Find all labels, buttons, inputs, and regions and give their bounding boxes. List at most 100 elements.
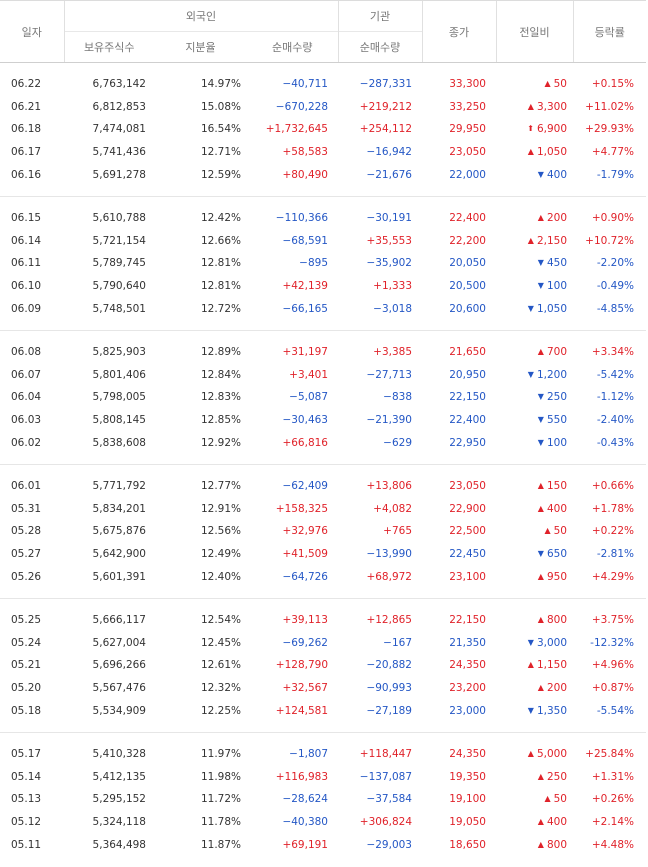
ratio-cell: 14.97% (200, 78, 241, 91)
close-price-cell: 19,050 (449, 815, 486, 828)
institution-net-cell: +13,806 (366, 480, 412, 493)
holdings-cell: 5,789,745 (92, 257, 146, 270)
change-cell: ▲ 200 (496, 207, 573, 230)
institution-net-cell: −27,713 (366, 368, 412, 381)
institution-net-cell: −16,942 (366, 146, 412, 159)
close-price-cell: 23,050 (449, 480, 486, 493)
change-cell: ▼ 650 (496, 543, 573, 566)
ratio-cell: 11.87% (200, 838, 241, 851)
institution-net-cell: −20,882 (366, 659, 412, 672)
table-row: 05.17 5,410,328 11.97% −1,807 +118,447 24,350… (0, 743, 646, 766)
group-spacer (0, 465, 646, 475)
date-cell: 06.18 (11, 123, 42, 136)
foreign-net-cell: −30,463 (282, 414, 328, 427)
date-cell: 05.13 (11, 793, 42, 806)
date-cell: 06.03 (11, 414, 42, 427)
close-price-cell: 22,000 (449, 168, 486, 181)
date-cell: 06.01 (11, 480, 42, 493)
foreign-net-cell: +39,113 (282, 614, 328, 627)
close-price-cell: 22,150 (449, 614, 486, 627)
ratio-cell: 11.97% (200, 748, 241, 761)
date-cell: 06.02 (11, 436, 42, 449)
change-value: 5,000 (536, 748, 567, 761)
date-cell: 06.07 (11, 368, 42, 381)
ratio-cell: 12.49% (200, 547, 241, 560)
change-cell: ▲ 700 (496, 341, 573, 364)
table-row: 05.18 5,534,909 12.25% +124,581 −27,189 23,00… (0, 699, 646, 722)
rate-cell: +4.48% (591, 838, 634, 851)
table-row: 05.28 5,675,876 12.56% +32,976 +765 22,500 ▲ 50… (0, 520, 646, 543)
table-row: 06.18 7,474,081 16.54% +1,732,645 +254,112 29… (0, 118, 646, 141)
institution-net-cell: −287,331 (359, 78, 412, 91)
change-cell: ⬆ 6,900 (496, 118, 573, 141)
table-row: 05.25 5,666,117 12.54% +39,113 +12,865 22,150… (0, 609, 646, 632)
change-cell: ▼ 100 (496, 431, 573, 454)
change-cell: ▼ 550 (496, 409, 573, 432)
close-price-cell: 29,950 (449, 123, 486, 136)
table-row: 05.31 5,834,201 12.91% +158,325 +4,082 22,900… (0, 498, 646, 521)
up-arrow-icon: ▲ (537, 682, 544, 692)
change-cell: ▲ 50 (496, 520, 573, 543)
group-divider (0, 330, 646, 331)
close-price-cell: 23,100 (449, 570, 486, 583)
group-spacer (0, 599, 646, 609)
ratio-cell: 12.91% (200, 502, 241, 515)
group-divider (0, 464, 646, 465)
group-spacer (0, 856, 646, 866)
down-arrow-icon: ▼ (527, 705, 534, 715)
ratio-cell: 11.72% (200, 793, 241, 806)
institution-net-cell: −21,390 (366, 414, 412, 427)
institution-net-cell: −21,676 (366, 168, 412, 181)
date-cell: 05.21 (11, 659, 42, 672)
holdings-cell: 5,808,145 (92, 414, 146, 427)
group-spacer (0, 197, 646, 207)
up-arrow-icon: ▲ (537, 213, 544, 223)
rate-cell: -2.81% (596, 547, 634, 560)
change-value: 1,150 (536, 659, 567, 672)
date-cell: 05.17 (11, 748, 42, 761)
institution-net-cell: +4,082 (373, 502, 412, 515)
change-value: 1,050 (536, 302, 567, 315)
foreign-net-cell: +116,983 (275, 770, 328, 783)
date-cell: 05.18 (11, 704, 42, 717)
holdings-cell: 5,627,004 (92, 636, 146, 649)
table-row: 06.14 5,721,154 12.66% −68,591 +35,553 22,200… (0, 230, 646, 253)
up-arrow-icon: ▲ (544, 79, 551, 89)
up-arrow-icon: ▲ (544, 526, 551, 536)
close-price-cell: 33,300 (449, 78, 486, 91)
foreign-net-cell: +69,191 (282, 838, 328, 851)
foreign-net-cell: −62,409 (282, 480, 328, 493)
holdings-cell: 5,771,792 (92, 480, 146, 493)
change-cell: ▲ 400 (496, 811, 573, 834)
down-arrow-icon: ▼ (527, 303, 534, 313)
holdings-cell: 5,741,436 (92, 146, 146, 159)
ratio-cell: 12.89% (200, 346, 241, 359)
holdings-cell: 5,295,152 (92, 793, 146, 806)
change-cell: ▼ 1,200 (496, 364, 573, 387)
close-price-cell: 24,350 (449, 659, 486, 672)
down-arrow-icon: ▼ (527, 637, 534, 647)
ratio-cell: 12.85% (200, 414, 241, 427)
institution-net-cell: −167 (383, 636, 412, 649)
down-arrow-icon: ▼ (537, 169, 544, 179)
change-cell: ▲ 250 (496, 765, 573, 788)
close-price-cell: 23,200 (449, 681, 486, 694)
close-price-cell: 22,400 (449, 414, 486, 427)
close-price-cell: 22,450 (449, 547, 486, 560)
holdings-cell: 5,838,608 (92, 436, 146, 449)
table-body: 06.22 6,763,142 14.97% −40,711 −287,331 33,30… (0, 63, 646, 866)
institution-net-cell: −629 (383, 436, 412, 449)
group-divider (0, 732, 646, 733)
table-row: 06.10 5,790,640 12.81% +42,139 +1,333 20,500 ▼… (0, 275, 646, 298)
rate-cell: -4.85% (596, 302, 634, 315)
table-row: 05.24 5,627,004 12.45% −69,262 −167 21,350 ▼ 3,… (0, 631, 646, 654)
table-row: 06.08 5,825,903 12.89% +31,197 +3,385 21,650 ▲… (0, 341, 646, 364)
ratio-cell: 12.32% (200, 681, 241, 694)
rate-cell: +3.75% (591, 614, 634, 627)
foreign-net-cell: +32,567 (282, 681, 328, 694)
change-cell: ▼ 400 (496, 163, 573, 186)
header-institution: 기관 (337, 0, 422, 32)
holdings-cell: 6,763,142 (92, 78, 146, 91)
rate-cell: +4.77% (591, 146, 634, 159)
close-price-cell: 24,350 (449, 748, 486, 761)
